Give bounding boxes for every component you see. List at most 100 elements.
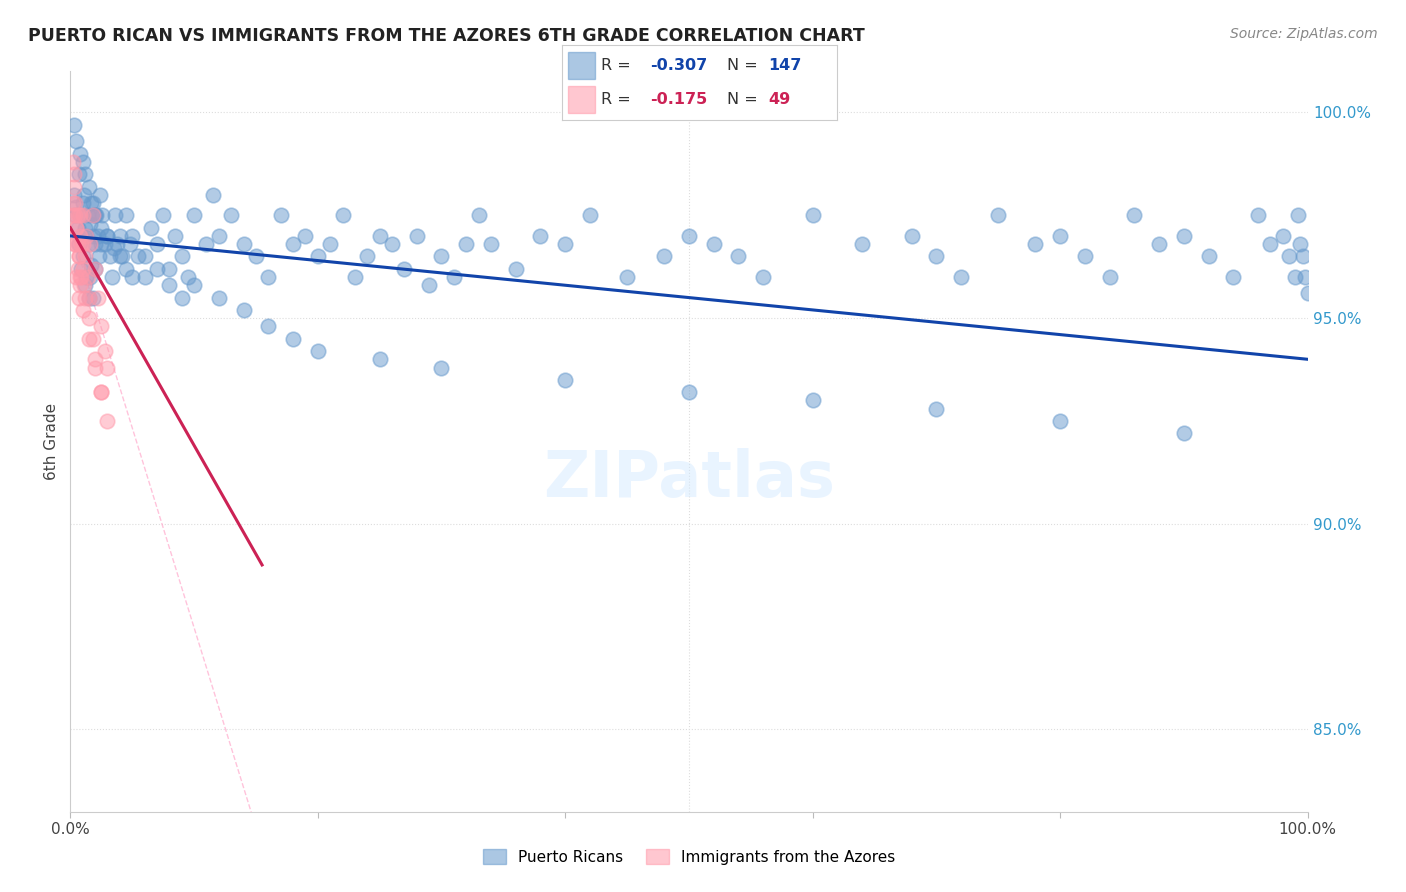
Point (752, 270, 775, 285)
Point (430, 249, 453, 263)
Point (368, 352, 391, 367)
Bar (568, 87, 595, 112)
Point (65, 196, 87, 211)
Point (84, 360, 107, 375)
Point (101, 270, 124, 285)
Point (66, 237, 89, 252)
Point (62, 154, 84, 169)
Point (70, 237, 93, 252)
Text: ZIPatlas: ZIPatlas (543, 448, 835, 509)
Point (170, 249, 193, 263)
Point (79, 217, 101, 231)
Point (72, 154, 94, 169)
Point (201, 187, 224, 202)
Point (65, 134, 87, 148)
Point (75, 278, 97, 293)
Point (80, 258, 103, 272)
Point (703, 237, 725, 252)
Point (121, 228, 143, 243)
Point (195, 237, 218, 252)
Point (134, 270, 156, 285)
Point (82, 196, 104, 211)
Point (467, 208, 489, 222)
Point (89, 187, 111, 202)
Point (77, 332, 100, 346)
Point (96, 228, 118, 243)
Point (84, 208, 107, 222)
Point (319, 237, 342, 252)
Point (66, 261, 89, 276)
Point (94, 237, 117, 252)
Point (1123, 208, 1146, 222)
Point (66, 220, 89, 235)
Point (1294, 270, 1316, 285)
Point (82, 208, 104, 222)
Text: R =: R = (600, 92, 636, 107)
Point (82, 228, 104, 243)
Point (727, 249, 749, 263)
Point (394, 261, 416, 276)
Point (65, 208, 87, 222)
Point (925, 249, 948, 263)
Point (77, 237, 100, 252)
Point (381, 237, 404, 252)
Point (1098, 270, 1121, 285)
Point (801, 208, 824, 222)
Point (418, 278, 440, 293)
Point (925, 401, 948, 416)
Point (75, 270, 97, 285)
Point (1247, 208, 1270, 222)
Point (1173, 228, 1195, 243)
Point (77, 291, 100, 305)
Point (79, 270, 101, 285)
Point (368, 228, 391, 243)
Point (616, 270, 638, 285)
Point (332, 208, 354, 222)
Point (67, 167, 90, 181)
Point (91, 208, 114, 222)
Point (63, 187, 86, 202)
Point (72, 208, 94, 222)
Point (430, 360, 453, 375)
Point (343, 270, 366, 285)
Point (86, 291, 108, 305)
Point (65, 200, 87, 214)
Point (66, 208, 89, 222)
Point (118, 237, 141, 252)
Point (1222, 270, 1244, 285)
Point (579, 208, 602, 222)
Point (65, 220, 87, 235)
Point (63, 179, 86, 194)
Point (83, 208, 105, 222)
Point (307, 344, 329, 359)
Point (121, 270, 143, 285)
Point (245, 249, 267, 263)
Point (62, 196, 84, 211)
Point (177, 270, 200, 285)
Point (1260, 237, 1282, 252)
Point (72, 249, 94, 263)
Point (554, 237, 576, 252)
Point (86, 228, 108, 243)
Point (84, 261, 107, 276)
Text: R =: R = (600, 58, 636, 73)
Point (90, 385, 112, 400)
Point (270, 208, 292, 222)
Point (90, 220, 112, 235)
Point (1173, 426, 1195, 441)
Point (115, 261, 138, 276)
Point (69, 270, 91, 285)
Text: -0.175: -0.175 (650, 92, 707, 107)
Point (77, 291, 100, 305)
Point (851, 237, 873, 252)
Point (65, 208, 87, 222)
Point (104, 208, 127, 222)
Point (67, 291, 90, 305)
Point (63, 167, 86, 181)
Point (208, 291, 231, 305)
Point (69, 228, 91, 243)
Point (67, 249, 90, 263)
Point (111, 249, 134, 263)
Point (70, 228, 93, 243)
Point (165, 228, 187, 243)
